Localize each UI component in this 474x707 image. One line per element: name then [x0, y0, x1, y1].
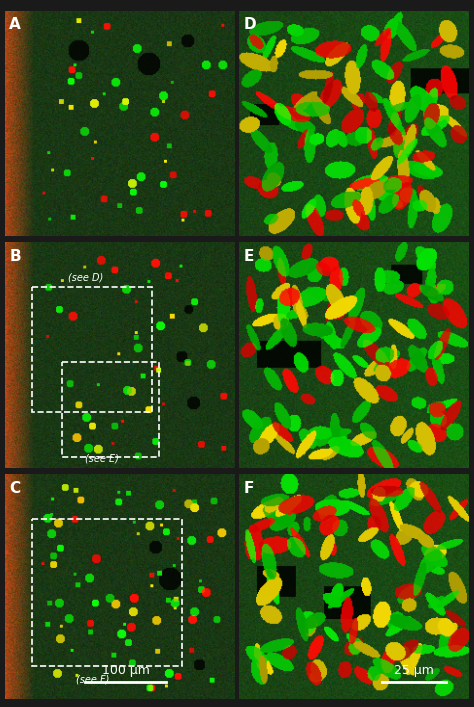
- Text: (see F): (see F): [75, 674, 109, 684]
- Text: (see D): (see D): [68, 273, 103, 283]
- Text: D: D: [244, 18, 256, 33]
- Text: B: B: [9, 249, 21, 264]
- Text: C: C: [9, 481, 20, 496]
- Text: E: E: [244, 249, 254, 264]
- Text: 100 μm: 100 μm: [102, 664, 150, 677]
- Bar: [32, 288, 152, 411]
- Text: (see E): (see E): [84, 454, 118, 464]
- Text: 25 μm: 25 μm: [394, 664, 434, 677]
- Text: F: F: [244, 481, 254, 496]
- Bar: [32, 519, 182, 666]
- Bar: [62, 362, 159, 457]
- Text: A: A: [9, 18, 21, 33]
